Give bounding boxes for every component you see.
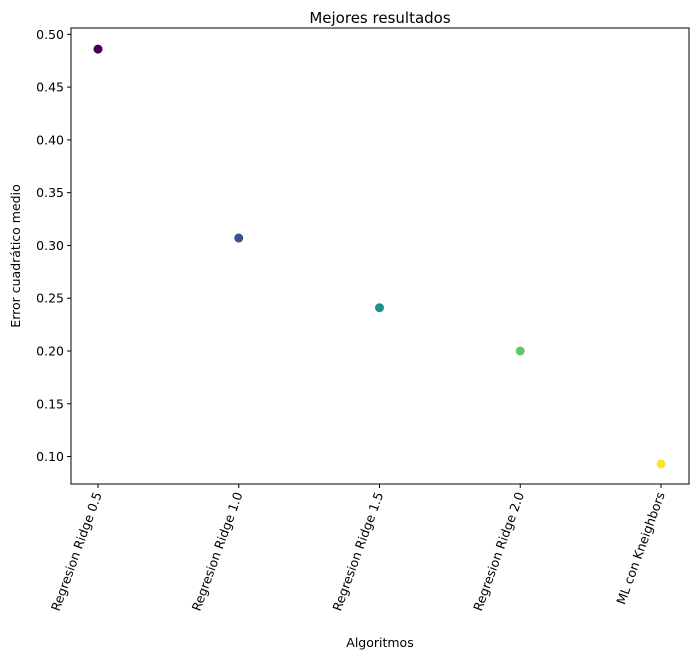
data-point: [515, 346, 525, 356]
y-tick-label: 0.45: [36, 80, 64, 95]
y-axis: 0.10 0.15 0.20 0.25 0.30 0.35 0.40 0.45 0.50: [36, 27, 71, 464]
data-point: [375, 303, 384, 313]
x-tick-label: Regresion Ridge 2.0: [470, 490, 527, 613]
x-axis-label: Algoritmos: [346, 635, 413, 650]
x-tick-label: Regresion Ridge 1.5: [329, 490, 386, 613]
data-point: [656, 459, 666, 469]
y-tick-label: 0.40: [36, 132, 64, 147]
y-tick-label: 0.35: [36, 185, 64, 200]
plot-area-frame: [70, 27, 690, 485]
y-tick-label: 0.15: [36, 396, 64, 411]
y-tick-label: 0.50: [36, 27, 64, 42]
y-tick-label: 0.25: [36, 291, 64, 306]
y-tick-label: 0.20: [36, 344, 64, 359]
chart-title: Mejores resultados: [309, 9, 450, 27]
x-axis: Regresion Ridge 0.5 Regresion Ridge 1.0 Re…: [48, 484, 668, 613]
x-tick-label: Regresion Ridge 1.0: [189, 490, 246, 613]
y-tick-label: 0.10: [36, 449, 64, 464]
y-axis-label: Error cuadrático medio: [8, 184, 23, 327]
x-tick-label: ML con Kneighbors: [613, 490, 668, 606]
x-tick-label: Regresion Ridge 0.5: [48, 490, 105, 613]
data-point: [93, 44, 103, 54]
y-tick-label: 0.30: [36, 238, 64, 253]
data-point: [234, 233, 244, 243]
data-points: [93, 44, 666, 469]
